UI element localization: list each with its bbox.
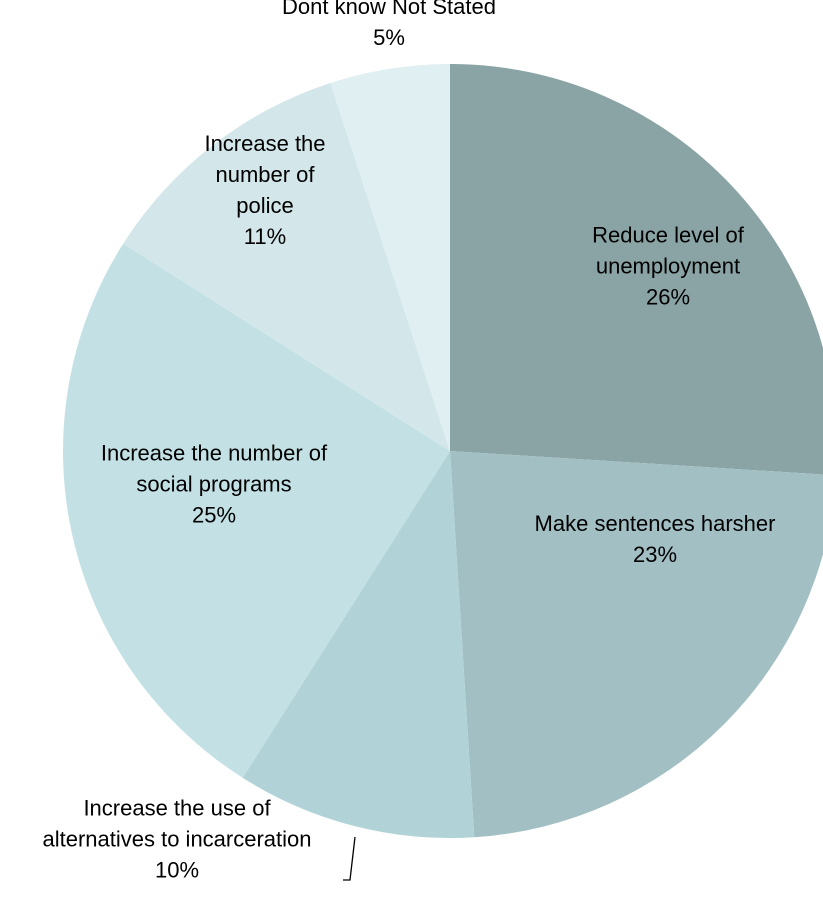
pie-slices xyxy=(63,64,823,839)
slice-percent: 11% xyxy=(244,224,286,249)
slice-label-line: social programs xyxy=(136,472,291,497)
pie-slice-5 xyxy=(123,82,450,451)
pie-slice-3 xyxy=(242,451,475,839)
slice-percent: 10% xyxy=(155,858,199,883)
slice-label-line: Increase the number of xyxy=(101,441,328,466)
slice-label-line: Reduce level of xyxy=(592,223,745,248)
pie-slice-2 xyxy=(450,451,823,838)
slice-label-3: Increase the use of alternatives to incar… xyxy=(42,796,311,883)
slice-percent: 25% xyxy=(192,503,236,528)
slice-label-line: Increase the use of xyxy=(83,796,271,821)
slice-label-5: Increase the number of police 11% xyxy=(204,131,325,249)
pie-slice-6 xyxy=(330,64,450,451)
pie-slice-1 xyxy=(450,64,823,475)
leader-line xyxy=(343,836,356,881)
slice-label-6: Dont know Not Stated 5% xyxy=(282,0,496,50)
slice-percent: 5% xyxy=(373,25,405,50)
slice-label-line: Make sentences harsher xyxy=(535,511,776,536)
slice-label-1: Reduce level of unemployment 26% xyxy=(592,223,745,310)
pie-slice-4 xyxy=(63,243,451,778)
slice-label-line: Increase the xyxy=(204,131,325,156)
slice-label-line: alternatives to incarceration xyxy=(42,827,311,852)
slice-label-2: Make sentences harsher 23% xyxy=(535,511,776,567)
pie-labels: Reduce level of unemployment 26% Make sente… xyxy=(42,0,775,883)
slice-label-line: number of xyxy=(215,162,315,187)
slice-percent: 26% xyxy=(646,285,690,310)
slice-label-line: unemployment xyxy=(596,254,740,279)
slice-label-4: Increase the number of social programs 25% xyxy=(101,441,328,528)
slice-label-line: Dont know Not Stated xyxy=(282,0,496,19)
slice-label-line: police xyxy=(236,193,293,218)
slice-percent: 23% xyxy=(633,542,677,567)
